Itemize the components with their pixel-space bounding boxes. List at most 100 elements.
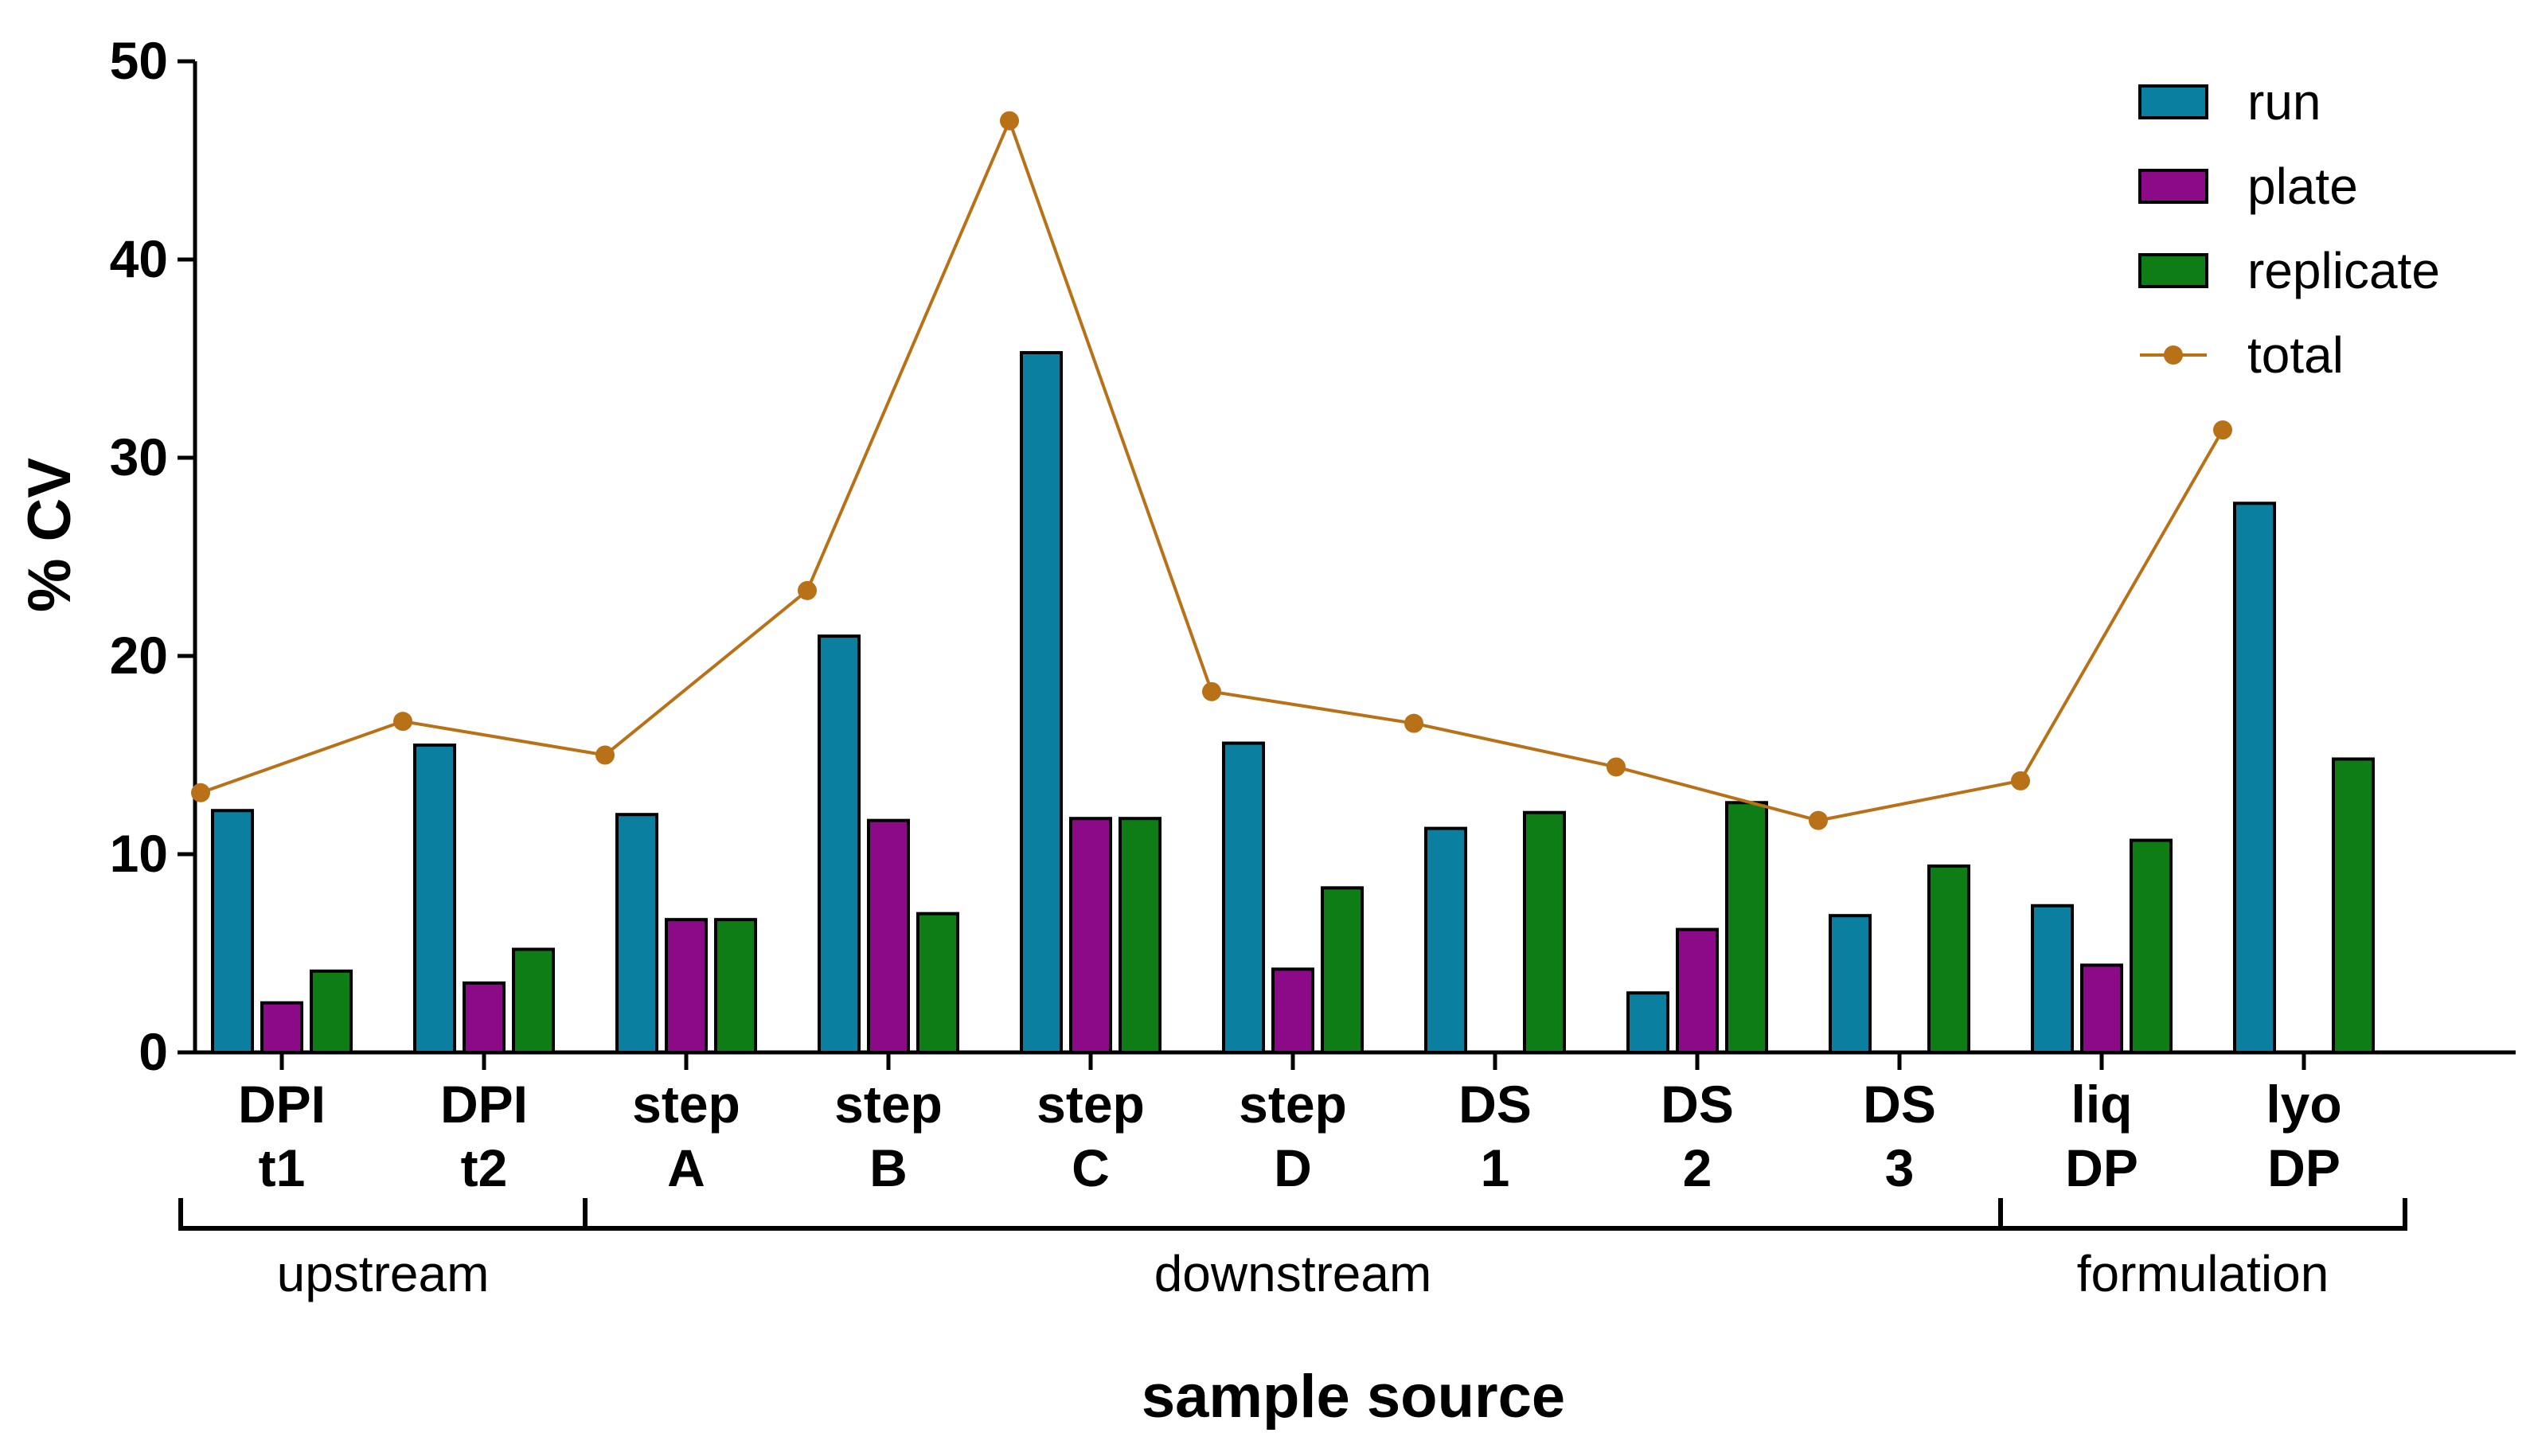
x-category-label: lyo DP bbox=[2266, 1075, 2341, 1197]
axes: 0 10 20 30 40 50 bbox=[110, 31, 2516, 1081]
bar-replicate bbox=[2332, 757, 2375, 1054]
x-category-label: step D bbox=[1239, 1075, 1347, 1197]
x-category-label: DPI t1 bbox=[238, 1075, 326, 1197]
bar-run bbox=[818, 634, 861, 1054]
x-category-label: liq DP bbox=[2065, 1075, 2138, 1197]
bar-replicate bbox=[2130, 838, 2173, 1054]
bar-replicate bbox=[916, 911, 959, 1054]
bar-plate bbox=[1676, 927, 1719, 1054]
x-category-label-line2: D bbox=[1274, 1138, 1312, 1197]
x-category-label: DS 1 bbox=[1458, 1075, 1532, 1197]
x-category-label-line1: step bbox=[1037, 1075, 1145, 1134]
x-category-label-line2: C bbox=[1072, 1138, 1110, 1197]
y-tick-label: 10 bbox=[110, 824, 168, 883]
group-bracket-upstream bbox=[178, 1198, 588, 1231]
legend: run plate replicate total bbox=[2138, 73, 2440, 384]
total-line-series bbox=[191, 111, 2232, 830]
total-line bbox=[200, 116, 2224, 822]
bars bbox=[211, 351, 2375, 1055]
bar-replicate bbox=[1321, 886, 1364, 1054]
x-category-label-line2: 1 bbox=[1481, 1138, 1510, 1197]
bar-replicate bbox=[1927, 864, 1970, 1054]
x-category-label-line2: DP bbox=[2065, 1138, 2138, 1197]
bar-run bbox=[2031, 904, 2074, 1054]
x-category-label-line2: t2 bbox=[461, 1138, 508, 1197]
x-category-label-line1: step bbox=[834, 1075, 943, 1134]
total-point bbox=[1607, 757, 1626, 777]
bar-plate bbox=[463, 981, 506, 1054]
bar-run bbox=[1829, 914, 1872, 1054]
total-point bbox=[1000, 111, 1019, 131]
bar-plate bbox=[1271, 967, 1314, 1055]
x-category-label: DS 3 bbox=[1863, 1075, 1936, 1197]
group-bracket-downstream bbox=[583, 1198, 2003, 1231]
total-point bbox=[798, 580, 817, 600]
bar-replicate bbox=[512, 947, 555, 1055]
total-point bbox=[1809, 810, 1828, 830]
bar-plate bbox=[665, 918, 708, 1055]
x-axis-title: sample source bbox=[1142, 1363, 1565, 1431]
total-point bbox=[2011, 771, 2030, 790]
legend-swatch-run bbox=[2138, 84, 2208, 119]
bar-replicate bbox=[1119, 817, 1161, 1055]
bar-run bbox=[413, 744, 456, 1054]
bar-replicate bbox=[1523, 810, 1566, 1055]
y-tick-label: 20 bbox=[110, 626, 168, 685]
y-tick-label: 0 bbox=[139, 1022, 168, 1081]
x-category-label-line1: step bbox=[632, 1075, 740, 1134]
x-category-label: DS 2 bbox=[1661, 1075, 1734, 1197]
x-category-label-line2: 2 bbox=[1683, 1138, 1712, 1197]
bar-plate bbox=[2080, 963, 2123, 1054]
y-axis-title: % CV bbox=[16, 458, 84, 613]
bar-replicate bbox=[714, 918, 757, 1055]
bar-run bbox=[1222, 741, 1265, 1054]
total-point bbox=[2213, 420, 2232, 440]
legend-label-replicate: replicate bbox=[2247, 242, 2440, 299]
x-category-label-line1: lyo bbox=[2266, 1075, 2341, 1134]
x-category-label-line1: DS bbox=[1458, 1075, 1532, 1134]
total-point bbox=[1202, 681, 1221, 701]
x-category-label: step A bbox=[632, 1075, 740, 1197]
x-category-label-line2: A bbox=[667, 1138, 705, 1197]
bar-run bbox=[1020, 351, 1063, 1054]
legend-label-run: run bbox=[2247, 73, 2321, 131]
y-tick-label: 30 bbox=[110, 427, 168, 486]
group-label-formulation: formulation bbox=[2077, 1245, 2329, 1302]
bar-replicate bbox=[310, 969, 353, 1055]
x-category-label-line2: DP bbox=[2267, 1138, 2341, 1197]
bar-run bbox=[211, 809, 254, 1054]
bar-plate bbox=[1069, 817, 1112, 1055]
x-category-label: step B bbox=[834, 1075, 943, 1197]
total-point bbox=[191, 783, 210, 802]
group-label-downstream: downstream bbox=[1154, 1245, 1432, 1302]
bar-run bbox=[1626, 991, 1669, 1055]
bar-run bbox=[1424, 826, 1467, 1054]
x-category-label-line2: t1 bbox=[259, 1138, 306, 1197]
total-point bbox=[393, 712, 412, 732]
x-category-label-line2: 3 bbox=[1885, 1138, 1915, 1197]
bar-replicate bbox=[1725, 801, 1768, 1054]
x-category-label-line1: step bbox=[1239, 1075, 1347, 1134]
legend-swatch-replicate bbox=[2138, 253, 2208, 288]
legend-swatch-plate bbox=[2138, 169, 2208, 204]
x-category-label-line1: DS bbox=[1863, 1075, 1936, 1134]
legend-swatch-marker-total bbox=[2164, 345, 2183, 365]
x-category-label: DPI t2 bbox=[440, 1075, 528, 1197]
x-category-label: step C bbox=[1037, 1075, 1145, 1197]
legend-label-plate: plate bbox=[2247, 158, 2358, 215]
total-point bbox=[595, 745, 615, 765]
bar-plate bbox=[260, 1001, 303, 1054]
bar-run bbox=[615, 813, 658, 1054]
x-category-label-line2: B bbox=[869, 1138, 908, 1197]
x-category-label-line1: DPI bbox=[440, 1075, 528, 1134]
total-point bbox=[1404, 713, 1423, 733]
bar-run bbox=[2233, 502, 2276, 1054]
legend-label-total: total bbox=[2247, 326, 2344, 384]
y-tick-label: 50 bbox=[110, 31, 168, 90]
group-brackets: upstream downstream formulation bbox=[178, 1198, 2407, 1302]
y-tick-label: 40 bbox=[110, 229, 168, 288]
x-category-label-line1: DS bbox=[1661, 1075, 1734, 1134]
